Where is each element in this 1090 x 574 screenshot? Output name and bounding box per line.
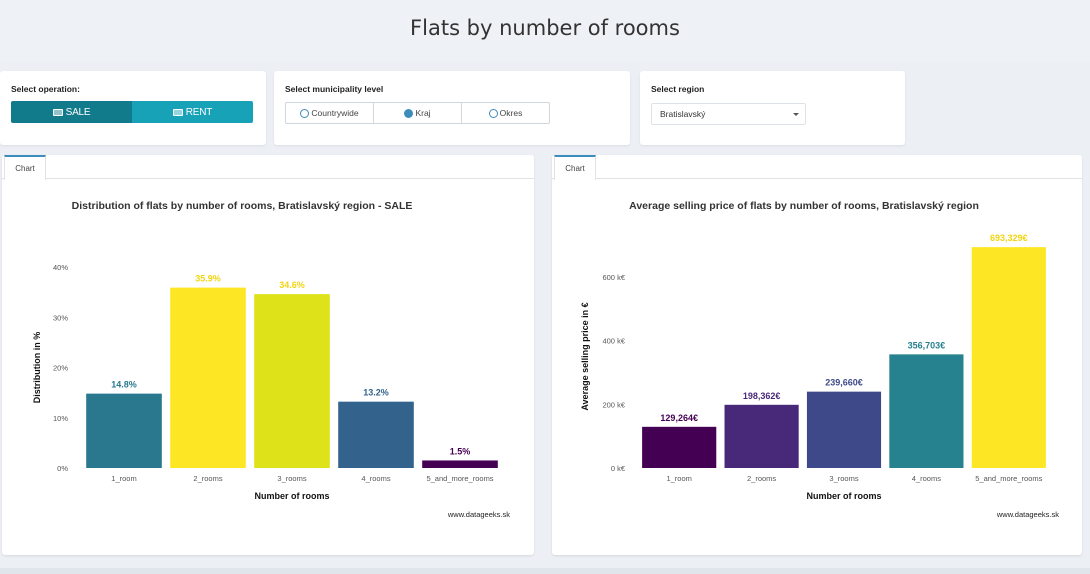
calendar-icon bbox=[172, 108, 183, 116]
radio-countrywide[interactable]: Countrywide bbox=[286, 103, 374, 123]
distribution-chart-panel: Chart Distribution of flats by number of… bbox=[2, 155, 534, 555]
region-box: Select region Bratislavský bbox=[640, 71, 905, 145]
operation-button-group: SALE RENT bbox=[11, 101, 253, 123]
bar-3_rooms[interactable] bbox=[806, 391, 882, 468]
bar-5_and_more_rooms[interactable] bbox=[422, 460, 498, 468]
x-tick-label: 4_rooms bbox=[361, 474, 390, 483]
price-chart-panel: Chart Average selling price of flats by … bbox=[552, 155, 1082, 555]
municipality-label: Select municipality level bbox=[285, 84, 384, 94]
data-label: 239,660€ bbox=[825, 378, 863, 388]
credit-label: www.datageeks.sk bbox=[447, 510, 510, 519]
bar-2_rooms[interactable] bbox=[170, 287, 246, 468]
bar-4_rooms[interactable] bbox=[889, 354, 964, 468]
y-axis-title: Distribution in % bbox=[32, 332, 42, 404]
y-tick-label: 10% bbox=[53, 414, 68, 423]
bar-1_room[interactable] bbox=[86, 393, 162, 468]
bottom-strip bbox=[0, 568, 1090, 574]
x-tick-label: 3_rooms bbox=[829, 474, 858, 483]
region-label: Select region bbox=[651, 84, 705, 94]
tab-strip: Chart bbox=[2, 155, 534, 180]
x-tick-label: 5_and_more_rooms bbox=[975, 474, 1042, 483]
radio-kraj-label: Kraj bbox=[415, 108, 431, 118]
radio-okres-label: Okres bbox=[499, 108, 523, 118]
y-tick-label: 0% bbox=[57, 464, 68, 473]
municipality-box: Select municipality level Countrywide Kr… bbox=[274, 71, 630, 145]
radio-circle-icon bbox=[300, 108, 310, 118]
rent-button[interactable]: RENT bbox=[132, 101, 253, 123]
x-tick-label: 2_rooms bbox=[193, 474, 222, 483]
y-tick-label: 30% bbox=[53, 313, 68, 322]
data-label: 14.8% bbox=[111, 380, 137, 390]
data-label: 35.9% bbox=[195, 274, 221, 284]
data-label: 1.5% bbox=[450, 446, 471, 456]
radio-countrywide-label: Countrywide bbox=[311, 108, 359, 118]
y-tick-label: 0 k€ bbox=[611, 464, 626, 473]
credit-label: www.datageeks.sk bbox=[996, 510, 1059, 519]
x-tick-label: 3_rooms bbox=[277, 474, 306, 483]
y-tick-label: 600 k€ bbox=[602, 273, 625, 282]
sale-button-label: SALE bbox=[65, 106, 91, 118]
price-chart: Average selling price of flats by number… bbox=[580, 200, 1059, 519]
data-label: 129,264€ bbox=[660, 413, 698, 423]
data-label: 356,703€ bbox=[908, 340, 946, 350]
distribution-chart: Distribution of flats by number of rooms… bbox=[32, 200, 510, 519]
tab-strip: Chart bbox=[552, 155, 1082, 180]
region-select[interactable]: Bratislavský bbox=[651, 103, 806, 125]
radio-okres[interactable]: Okres bbox=[462, 103, 549, 123]
radio-circle-selected-icon bbox=[404, 108, 414, 118]
region-select-value: Bratislavský bbox=[660, 109, 706, 119]
x-tick-label: 5_and_more_rooms bbox=[426, 474, 493, 483]
operation-label: Select operation: bbox=[11, 84, 80, 94]
x-tick-label: 2_rooms bbox=[747, 474, 776, 483]
tab-chart[interactable]: Chart bbox=[554, 155, 596, 180]
x-axis-title: Number of rooms bbox=[254, 491, 329, 501]
tab-chart[interactable]: Chart bbox=[4, 155, 46, 180]
radio-kraj[interactable]: Kraj bbox=[374, 103, 462, 123]
data-label: 198,362€ bbox=[743, 391, 781, 401]
sale-button[interactable]: SALE bbox=[11, 101, 132, 123]
x-tick-label: 4_rooms bbox=[912, 474, 941, 483]
operation-box: Select operation: SALE RENT bbox=[0, 71, 266, 145]
rent-button-label: RENT bbox=[185, 106, 213, 118]
x-tick-label: 1_room bbox=[666, 474, 691, 483]
caret-down-icon bbox=[793, 113, 799, 116]
data-label: 693,329€ bbox=[990, 233, 1028, 243]
x-tick-label: 1_room bbox=[111, 474, 136, 483]
bar-1_room[interactable] bbox=[642, 426, 717, 468]
bar-2_rooms[interactable] bbox=[724, 404, 799, 468]
y-tick-label: 200 k€ bbox=[602, 400, 625, 409]
header-bar: Flats by number of rooms bbox=[0, 0, 1090, 62]
y-tick-label: 20% bbox=[53, 364, 68, 373]
chart-title: Distribution of flats by number of rooms… bbox=[72, 200, 413, 212]
y-tick-label: 40% bbox=[53, 263, 68, 272]
y-axis-title: Average selling price in € bbox=[580, 302, 590, 410]
municipality-radio-group: Countrywide Kraj Okres bbox=[285, 102, 550, 124]
data-label: 13.2% bbox=[363, 388, 389, 398]
y-tick-label: 400 k€ bbox=[602, 337, 625, 346]
x-axis-title: Number of rooms bbox=[806, 491, 881, 501]
chart-title: Average selling price of flats by number… bbox=[629, 200, 979, 212]
data-label: 34.6% bbox=[279, 280, 305, 290]
radio-circle-icon bbox=[488, 108, 498, 118]
bar-4_rooms[interactable] bbox=[338, 401, 414, 468]
bar-5_and_more_rooms[interactable] bbox=[971, 247, 1046, 468]
tag-icon bbox=[52, 108, 63, 116]
page-title: Flats by number of rooms bbox=[410, 16, 680, 40]
bar-3_rooms[interactable] bbox=[254, 294, 330, 468]
